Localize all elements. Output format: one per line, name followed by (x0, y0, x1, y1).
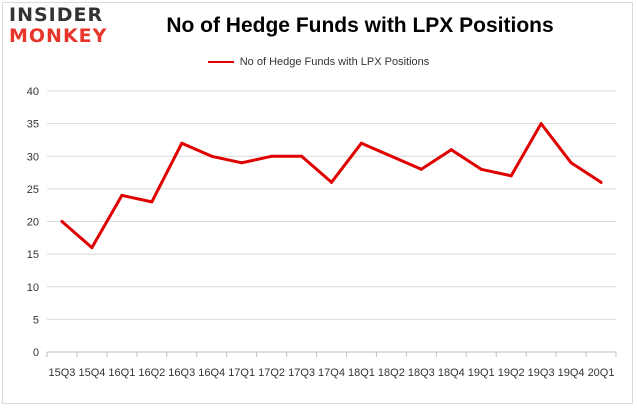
data-point (90, 246, 94, 250)
chart-legend: No of Hedge Funds with LPX Positions (0, 56, 637, 68)
x-tick-label: 20Q1 (588, 367, 615, 379)
x-tick-label: 16Q4 (198, 367, 225, 379)
x-tick-label: 19Q2 (498, 367, 525, 379)
x-tick-label: 19Q4 (558, 367, 585, 379)
data-point (359, 141, 363, 145)
data-point (479, 167, 483, 171)
legend-label: No of Hedge Funds with LPX Positions (239, 56, 430, 68)
y-tick-label: 5 (33, 314, 39, 326)
x-tick-label: 19Q1 (468, 367, 495, 379)
logo-line2: MONKEY (9, 25, 108, 47)
data-point (120, 193, 124, 197)
data-point (569, 161, 573, 165)
legend-swatch (207, 61, 234, 64)
data-point (389, 154, 393, 158)
x-tick-label: 15Q3 (49, 367, 76, 379)
y-tick-label: 0 (33, 347, 39, 359)
chart-title: No of Hedge Funds with LPX Positions (166, 14, 554, 37)
x-tick-label: 18Q1 (348, 367, 375, 379)
y-tick-label: 40 (27, 86, 39, 98)
y-tick-label: 25 (27, 184, 39, 196)
chart-frame (2, 2, 633, 404)
y-tick-label: 10 (27, 282, 39, 294)
logo-line1: INSIDER (9, 4, 104, 26)
data-point (270, 154, 274, 158)
data-point (60, 220, 64, 223)
data-point (150, 200, 154, 204)
data-point (449, 148, 453, 152)
data-point (599, 180, 603, 184)
x-tick-label: 17Q2 (258, 367, 285, 379)
x-tick-label: 15Q4 (78, 367, 105, 379)
data-point (180, 141, 184, 145)
x-tick-label: 16Q2 (138, 367, 165, 379)
data-point (300, 154, 304, 158)
y-tick-label: 20 (27, 217, 39, 229)
y-tick-label: 15 (27, 249, 39, 261)
data-point (210, 154, 214, 158)
data-point (419, 167, 423, 171)
y-tick-label: 30 (27, 151, 39, 163)
x-tick-label: 16Q1 (108, 367, 135, 379)
data-point (330, 180, 333, 184)
x-tick-label: 18Q3 (408, 367, 435, 379)
series-line (60, 122, 603, 250)
x-tick-label: 16Q3 (168, 367, 195, 379)
x-tick-label: 17Q1 (228, 367, 255, 379)
x-tick-label: 18Q4 (438, 367, 465, 379)
data-point (240, 161, 244, 165)
data-point (509, 174, 513, 178)
x-tick-label: 17Q3 (288, 367, 315, 379)
x-tick-label: 17Q4 (318, 367, 345, 379)
insider-monkey-logo: INSIDER MONKEY (9, 6, 107, 46)
x-tick-label: 19Q3 (528, 367, 555, 379)
x-tick-label: 18Q2 (378, 367, 405, 379)
data-point (539, 122, 543, 126)
y-tick-label: 35 (27, 119, 39, 131)
